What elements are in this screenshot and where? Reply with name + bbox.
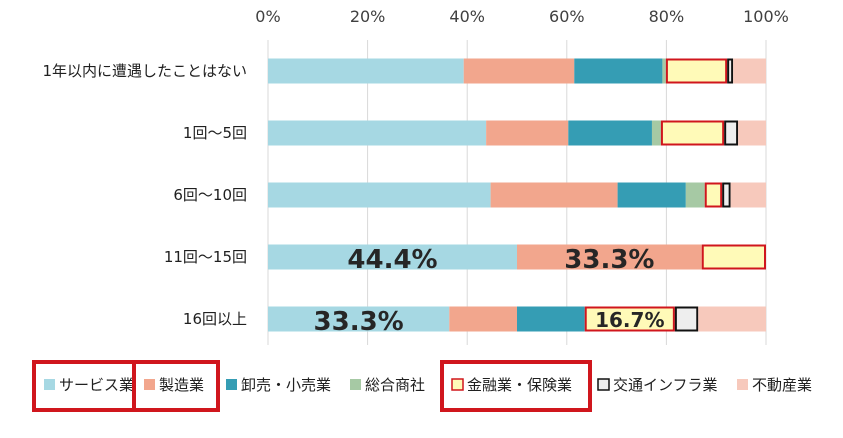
legend-highlight-box-1 <box>132 360 220 412</box>
legend-label-5: 交通インフラ業 <box>613 376 718 394</box>
data-label-2: 33.3% <box>314 307 404 337</box>
data-label-1: 33.3% <box>564 245 654 275</box>
legend-swatch-6 <box>737 379 748 390</box>
bar-1-4 <box>660 120 725 146</box>
legend-label-6: 不動産業 <box>752 376 812 394</box>
bar-0-2 <box>574 58 663 84</box>
bar-2-3 <box>685 182 705 208</box>
x-tick-label-3: 60% <box>549 7 585 26</box>
bar-2-1 <box>490 182 618 208</box>
category-label-1: 1回～5回 <box>183 124 247 142</box>
legend-swatch-0 <box>44 379 55 390</box>
legend-swatch-1 <box>144 379 155 390</box>
x-tick-label-4: 80% <box>649 7 685 26</box>
x-tick-label-0: 0% <box>255 7 280 26</box>
bar-1-2 <box>568 120 652 146</box>
legend-label-4: 金融業・保険業 <box>467 376 572 394</box>
bar-1-1 <box>486 120 569 146</box>
category-label-3: 11回～15回 <box>164 248 247 266</box>
x-tick-label-2: 40% <box>449 7 485 26</box>
bar-1-3 <box>651 120 661 146</box>
bar-3-1 <box>517 244 702 270</box>
bar-1-0 <box>268 120 487 146</box>
bar-2-0 <box>268 182 491 208</box>
bar-0-6 <box>733 58 766 84</box>
legend-swatch-5 <box>597 378 610 391</box>
bar-4-4 <box>584 306 675 332</box>
bar-4-1 <box>449 306 517 332</box>
x-tick-label-1: 20% <box>350 7 386 26</box>
category-label-2: 6回～10回 <box>173 186 247 204</box>
bar-0-1 <box>463 58 575 84</box>
x-tick-label-5: 100% <box>743 7 789 26</box>
legend-swatch-4 <box>451 378 464 391</box>
bar-4-6 <box>698 306 766 332</box>
bar-2-4 <box>704 182 723 208</box>
bar-0-4 <box>665 58 728 84</box>
bar-3-4 <box>701 244 766 270</box>
legend-highlight-box-2 <box>440 360 592 412</box>
data-label-3: 16.7% <box>595 308 664 332</box>
bar-2-5 <box>722 182 731 208</box>
bar-0-5 <box>727 58 734 84</box>
bar-2-6 <box>730 182 766 208</box>
legend-label-1: 製造業 <box>159 376 204 394</box>
bar-4-5 <box>674 306 699 332</box>
category-label-0: 1年以内に遭遇したことはない <box>42 62 247 80</box>
legend-label-0: サービス業 <box>59 376 134 394</box>
legend-swatch-2 <box>226 379 237 390</box>
data-label-0: 44.4% <box>347 245 437 275</box>
bar-1-6 <box>738 120 766 146</box>
category-label-4: 16回以上 <box>183 310 247 328</box>
bar-4-2 <box>517 306 585 332</box>
bar-2-2 <box>617 182 686 208</box>
legend-label-2: 卸売・小売業 <box>241 376 331 394</box>
bar-3-0 <box>268 244 517 270</box>
bar-4-0 <box>268 306 450 332</box>
bar-0-0 <box>268 58 464 84</box>
legend-label-3: 総合商社 <box>365 376 425 394</box>
bar-1-5 <box>724 120 739 146</box>
legend-swatch-3 <box>350 379 361 390</box>
bar-0-3 <box>662 58 666 84</box>
